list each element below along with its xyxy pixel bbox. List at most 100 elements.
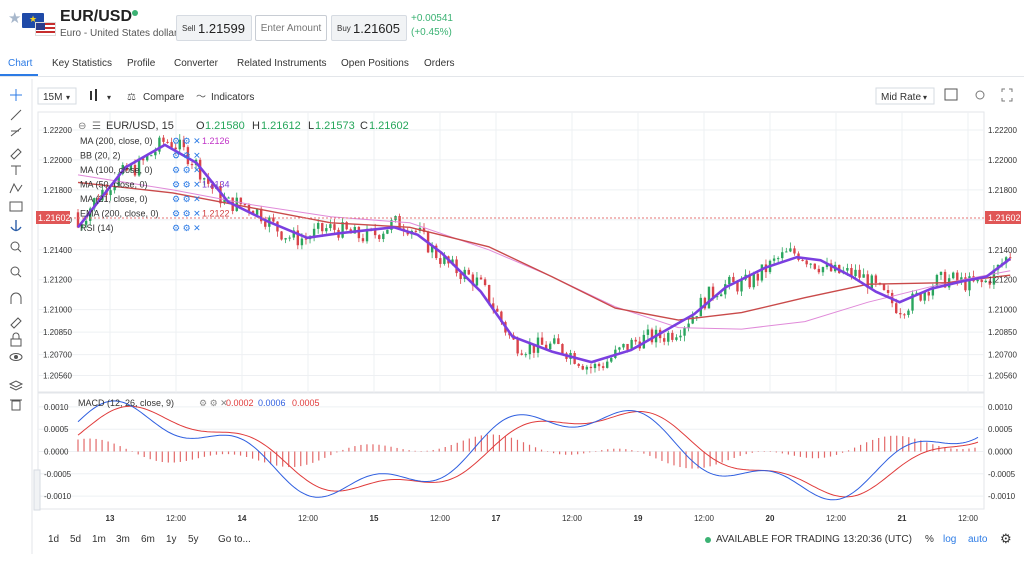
candle-body bbox=[158, 137, 161, 152]
settings-gear-icon[interactable] bbox=[975, 90, 985, 100]
tab-open-positions[interactable]: Open Positions bbox=[341, 58, 409, 69]
candle-body bbox=[284, 238, 287, 240]
measure-icon[interactable] bbox=[9, 201, 23, 212]
interval-select[interactable] bbox=[37, 87, 77, 105]
macd-hist-bar bbox=[396, 447, 398, 452]
candle-type-select[interactable]: ▾ bbox=[90, 89, 111, 102]
text-icon[interactable] bbox=[11, 165, 21, 175]
chart-canvas[interactable]: 15M ▾ ▾ ⚖ Compare 〜 Indicators Mid Rate … bbox=[0, 79, 1024, 554]
candle-body bbox=[170, 142, 173, 148]
indicators-button[interactable]: 〜 Indicators bbox=[196, 92, 254, 103]
zoom-area-icon[interactable] bbox=[10, 266, 22, 278]
layers-icon[interactable] bbox=[8, 380, 24, 391]
symbol-title: EUR/USD bbox=[60, 8, 133, 25]
time-tick: 12:00 bbox=[826, 514, 847, 523]
candle-body bbox=[97, 198, 100, 201]
range-3m[interactable]: 3m bbox=[116, 534, 130, 545]
trendline-icon[interactable] bbox=[10, 109, 22, 121]
candle-body bbox=[776, 258, 780, 260]
buy-button[interactable]: Buy 1.21605 bbox=[331, 15, 407, 41]
macd-hist-bar bbox=[631, 450, 633, 452]
sell-button[interactable]: Sell 1.21599 bbox=[176, 15, 252, 41]
screenshot-icon[interactable] bbox=[944, 88, 958, 101]
range-1y[interactable]: 1y bbox=[166, 534, 177, 545]
tab-chart[interactable]: Chart bbox=[8, 58, 33, 69]
macd-hist-bar bbox=[745, 451, 747, 455]
tab-profile[interactable]: Profile bbox=[127, 58, 156, 69]
candle-body bbox=[129, 164, 133, 171]
log-toggle[interactable]: log bbox=[943, 534, 957, 545]
study-settings-icon[interactable]: ⚙ ⚙ ✕ bbox=[172, 209, 201, 219]
macd-hist-bar bbox=[763, 451, 765, 452]
trash-icon[interactable] bbox=[10, 399, 22, 411]
legend-toggle-icon[interactable]: ☰ bbox=[92, 121, 101, 132]
crosshair-icon[interactable] bbox=[10, 89, 22, 101]
panel-resize-handle[interactable] bbox=[33, 469, 41, 511]
magnet-icon[interactable] bbox=[10, 292, 22, 304]
amount-input[interactable] bbox=[255, 15, 327, 41]
macd-hist-bar bbox=[318, 451, 320, 461]
study-settings-icon[interactable]: ⚙ ⚙ ✕ bbox=[172, 165, 201, 175]
candle-body bbox=[211, 183, 214, 189]
macd-tick-left: -0.0010 bbox=[44, 492, 72, 501]
range-1d[interactable]: 1d bbox=[48, 534, 60, 545]
macd-hist-bar bbox=[667, 451, 669, 464]
macd-signal-line bbox=[77, 405, 979, 498]
study-settings-icon[interactable]: ⚙ ⚙ ✕ bbox=[172, 194, 201, 204]
macd-tick-left: -0.0005 bbox=[44, 470, 72, 479]
candle-body bbox=[190, 164, 194, 166]
candle-body bbox=[312, 228, 316, 238]
eye-icon[interactable] bbox=[9, 353, 23, 361]
tab-related-instruments[interactable]: Related Instruments bbox=[237, 58, 327, 69]
tab-converter[interactable]: Converter bbox=[174, 58, 218, 69]
anchor-icon[interactable] bbox=[10, 220, 22, 232]
tab-orders[interactable]: Orders bbox=[424, 58, 455, 69]
macd-hist-bar bbox=[221, 451, 224, 455]
fullscreen-icon[interactable] bbox=[1001, 88, 1013, 102]
ema200-line bbox=[77, 181, 1011, 321]
brush-icon[interactable] bbox=[10, 148, 22, 160]
settings-gear-icon[interactable]: ⚙ bbox=[1000, 531, 1012, 546]
percent-toggle[interactable]: % bbox=[925, 534, 934, 545]
compare-button[interactable]: ⚖ Compare bbox=[127, 92, 185, 103]
zoom-in-icon[interactable] bbox=[10, 241, 22, 253]
candle-body bbox=[801, 259, 804, 261]
macd-hist-value: 0.0005 bbox=[292, 398, 320, 408]
candle-body bbox=[597, 363, 601, 367]
auto-toggle[interactable]: auto bbox=[968, 534, 988, 545]
candle-body bbox=[430, 245, 434, 253]
macd-value: 0.0002 bbox=[226, 398, 254, 408]
range-5d[interactable]: 5d bbox=[70, 534, 82, 545]
tab-key-statistics[interactable]: Key Statistics bbox=[52, 58, 113, 69]
macd-hist-bar bbox=[89, 438, 91, 452]
macd-hist-bar bbox=[534, 447, 537, 452]
macd-hist-bar bbox=[962, 449, 964, 452]
candle-body bbox=[414, 230, 418, 232]
candle-body bbox=[150, 155, 153, 157]
study-label: MA (21, close, 0) bbox=[80, 194, 148, 204]
macd-hist-bar bbox=[414, 450, 416, 452]
study-settings-icon[interactable]: ⚙ ⚙ ✕ bbox=[172, 180, 201, 190]
fib-icon[interactable] bbox=[10, 127, 22, 137]
range-5y[interactable]: 5y bbox=[188, 534, 199, 545]
legend-collapse-icon[interactable]: ⊖ bbox=[78, 121, 86, 132]
study-settings-icon[interactable]: ⚙ ⚙ ✕ bbox=[172, 223, 201, 233]
price-mode-select[interactable] bbox=[875, 87, 935, 105]
study-settings-icon[interactable]: ⚙ ⚙ ✕ bbox=[172, 136, 201, 146]
macd-hist-bar bbox=[173, 451, 175, 463]
star-icon[interactable]: ★ bbox=[8, 10, 22, 27]
pattern-icon[interactable] bbox=[9, 182, 23, 194]
pencil-lock-icon[interactable] bbox=[10, 317, 22, 329]
macd-settings-icon[interactable]: ⚙ ⚙ ✕ bbox=[199, 398, 228, 408]
buy-price: 1.21605 bbox=[353, 21, 400, 36]
range-1m[interactable]: 1m bbox=[92, 534, 106, 545]
lock-icon[interactable] bbox=[10, 332, 22, 347]
study-settings-icon[interactable]: ⚙ ⚙ ✕ bbox=[172, 151, 201, 161]
time-axis: 13 12:00 14 12:00 15 12:00 17 12:00 19 12:00 20 12:… bbox=[106, 514, 979, 523]
macd-hist-bar bbox=[577, 451, 579, 455]
macd-hist-bar bbox=[402, 449, 404, 452]
goto-button[interactable]: Go to... bbox=[218, 534, 251, 545]
range-6m[interactable]: 6m bbox=[141, 534, 155, 545]
study-label: MA (50, close, 0) bbox=[80, 180, 148, 190]
price-tick-right: 1.20850 bbox=[988, 328, 1017, 337]
